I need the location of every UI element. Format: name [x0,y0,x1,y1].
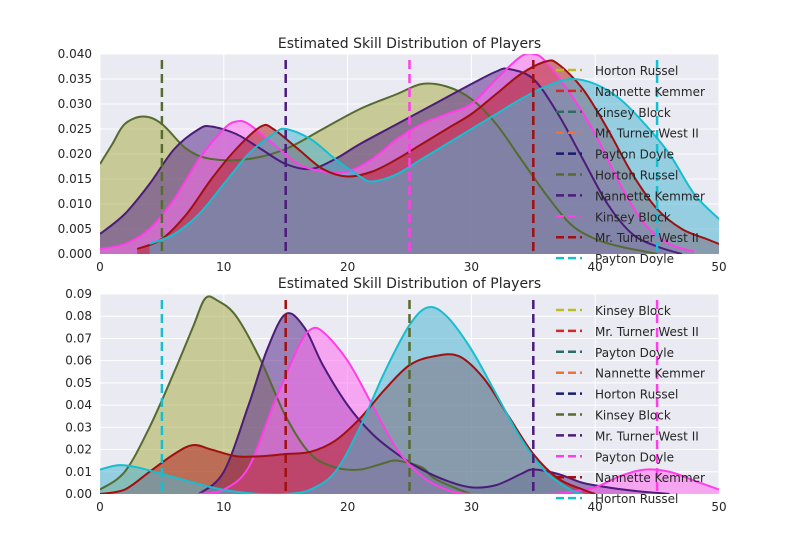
series-line-3 [100,353,596,494]
x-tick-label: 30 [464,260,479,274]
series-area-4 [100,306,583,494]
x-tick-label: 20 [340,260,355,274]
series-line-2 [198,326,719,494]
y-tick-label: 0.05 [65,376,92,390]
legend-label: Nannette Kemmer [595,367,705,381]
legend-label: Horton Russel [595,169,678,183]
legend-label: Horton Russel [595,492,678,506]
legend-label: Kinsey Block [595,304,671,318]
series-line-3 [136,59,719,250]
legend-label: Kinsey Block [595,106,671,120]
legend-label: Horton Russel [595,388,678,402]
x-tick-label: 50 [711,260,726,274]
series-group [100,54,719,254]
series-group [100,295,719,494]
x-tick-label: 40 [588,500,603,514]
series-line-4 [100,305,584,494]
y-tick-label: 0.000 [58,247,92,261]
chart-top: 0 10 20 30 40 50 0.000 0.005 0.010 0.015 0.020 0.02… [58,36,727,274]
legend: Horton Russel Nannette Kemmer Kinsey Block… [556,64,705,266]
legend-label: Nannette Kemmer [595,85,705,99]
legend-label: Payton Doyle [595,252,674,266]
legend-label: Mr. Turner West II [595,231,699,245]
series-line-1 [100,67,683,254]
y-tick-label: 0.010 [58,197,92,211]
series-line-1 [198,312,670,494]
y-tick-label: 0.06 [65,354,92,368]
legend-label: Nannette Kemmer [595,471,705,485]
chart-title: Estimated Skill Distribution of Players [278,276,541,292]
y-tick-label: 0.09 [65,287,92,301]
legend-label: Kinsey Block [595,409,671,423]
x-tick-label: 50 [711,500,726,514]
legend-label: Payton Doyle [595,450,674,464]
y-tick-label: 0.07 [65,331,92,345]
legend-label: Mr. Turner West II [595,325,699,339]
y-tick-label: 0.020 [58,147,92,161]
x-tick-label: 20 [340,500,355,514]
legend: Kinsey Block Mr. Turner West II Payton Doy… [556,304,705,506]
y-tick-label: 0.08 [65,309,92,323]
legend-label: Horton Russel [595,64,678,78]
y-tick-label: 0.03 [65,420,92,434]
chart-bottom: 0 10 20 30 40 50 0.00 0.01 0.02 0.03 0.04 0.05 0.06 0… [65,276,726,514]
x-tick-label: 40 [588,260,603,274]
x-tick-label: 30 [464,500,479,514]
tick-labels: 0 10 20 30 40 50 0.00 0.01 0.02 0.03 0.04 0.05 0.06 0… [65,287,726,514]
y-tick-label: 0.015 [58,172,92,186]
legend-label: Payton Doyle [595,346,674,360]
series-line-4 [149,77,719,245]
x-tick-label: 10 [216,500,231,514]
y-tick-label: 0.040 [58,47,92,61]
legend-label: Nannette Kemmer [595,189,705,203]
y-tick-label: 0.035 [58,72,92,86]
y-tick-label: 0.00 [65,487,92,501]
x-tick-label: 10 [216,260,231,274]
legend-label: Payton Doyle [595,148,674,162]
chart-title: Estimated Skill Distribution of Players [278,36,541,52]
legend-label: Kinsey Block [595,210,671,224]
y-tick-label: 0.025 [58,122,92,136]
series-area-4 [149,78,719,254]
series-line-2 [100,54,695,253]
tick-labels: 0 10 20 30 40 50 0.000 0.005 0.010 0.015 0.020 0.02… [58,47,727,274]
y-tick-label: 0.030 [58,97,92,111]
legend-label: Mr. Turner West II [595,429,699,443]
series-line-0 [100,82,658,254]
y-tick-label: 0.01 [65,465,92,479]
legend-label: Mr. Turner West II [595,127,699,141]
x-tick-label: 0 [96,500,104,514]
y-tick-label: 0.005 [58,222,92,236]
x-tick-label: 0 [96,260,104,274]
y-tick-label: 0.04 [65,398,92,412]
y-tick-label: 0.02 [65,443,92,457]
